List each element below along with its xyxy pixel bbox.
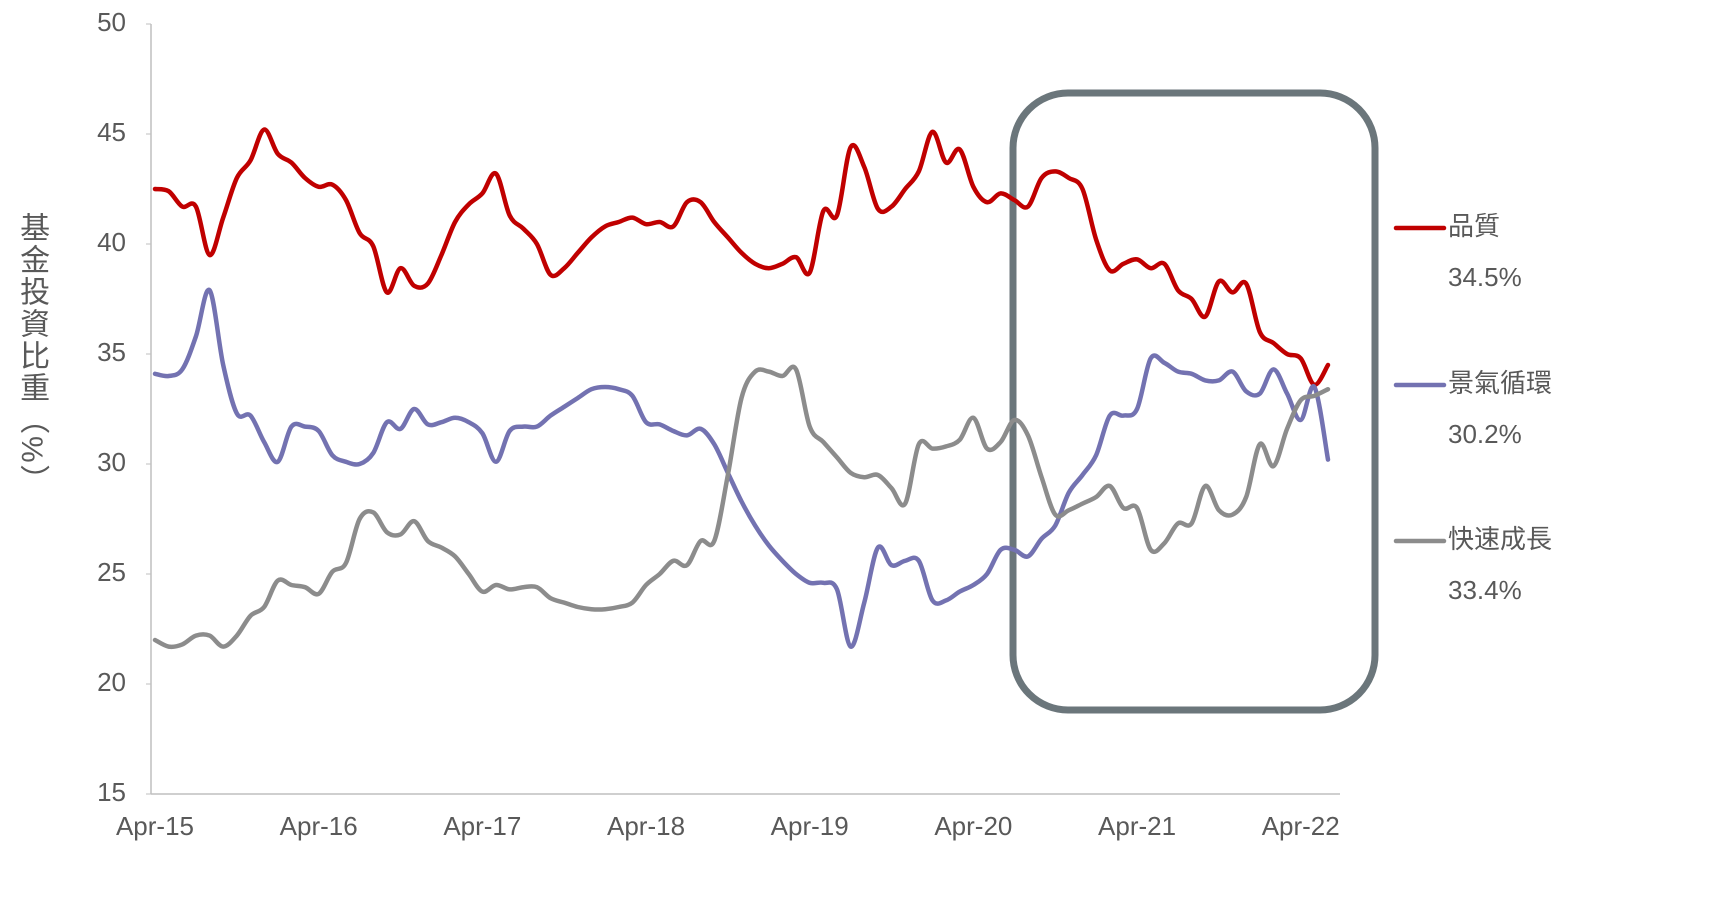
series-line — [152, 287, 1331, 649]
legend-value: 34.5% — [1448, 262, 1522, 292]
y-tick-label: 40 — [97, 227, 126, 257]
y-tick-label: 50 — [97, 7, 126, 37]
x-tick-label: Apr-19 — [771, 811, 849, 841]
y-tick-label: 35 — [97, 337, 126, 367]
x-tick-label: Apr-15 — [116, 811, 194, 841]
series-line — [152, 127, 1331, 388]
x-tick-label: Apr-17 — [443, 811, 521, 841]
y-tick-label: 30 — [97, 447, 126, 477]
x-tick-label: Apr-20 — [934, 811, 1012, 841]
x-tick-label: Apr-22 — [1262, 811, 1340, 841]
y-tick-label: 20 — [97, 667, 126, 697]
y-axis-label: 基金投資比重（%） — [15, 212, 50, 497]
y-tick-label: 45 — [97, 117, 126, 147]
x-tick-label: Apr-21 — [1098, 811, 1176, 841]
legend-value: 30.2% — [1448, 419, 1522, 449]
y-tick-label: 15 — [97, 777, 126, 807]
x-tick-label: Apr-16 — [280, 811, 358, 841]
legend-label: 快速成長 — [1448, 524, 1552, 554]
legend-label: 景氣循環 — [1448, 368, 1552, 398]
legend-value: 33.4% — [1448, 575, 1522, 605]
legend-label: 品質 — [1448, 211, 1500, 241]
y-tick-label: 25 — [97, 557, 126, 587]
series-line — [152, 364, 1331, 650]
x-tick-label: Apr-18 — [607, 811, 685, 841]
highlight-box — [1009, 89, 1379, 714]
